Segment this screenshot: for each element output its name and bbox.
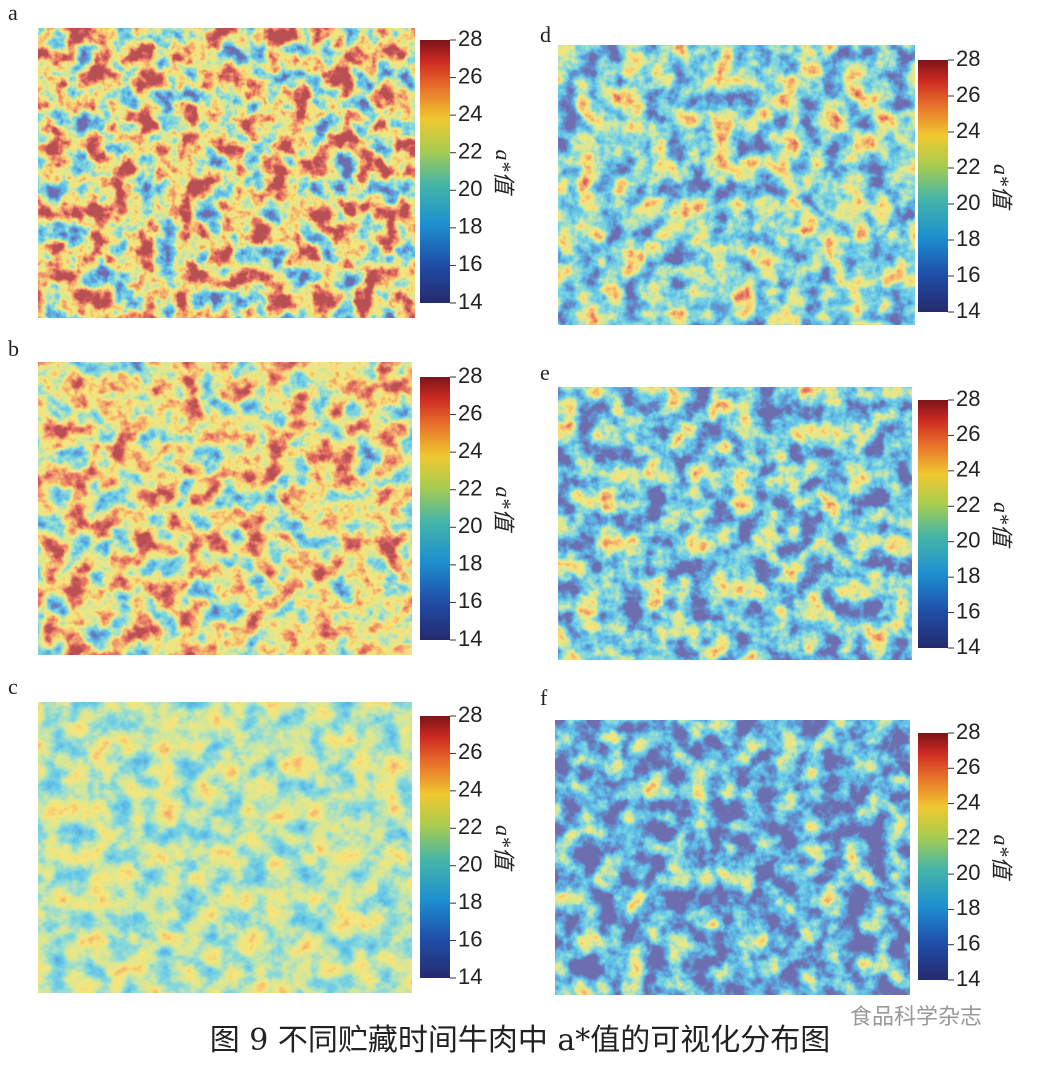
colorbar-tick-label: 24 — [458, 777, 482, 802]
panel-label: d — [540, 22, 551, 47]
colorbar-tick-label: 28 — [956, 386, 980, 411]
colorbar-tick-label: 20 — [956, 860, 980, 885]
colorbar-tick-label: 16 — [458, 251, 482, 276]
colorbar-tick-label: 18 — [956, 895, 980, 920]
colorbar — [420, 716, 450, 978]
colorbar — [420, 40, 450, 303]
colorbar-tick-label: 26 — [458, 739, 482, 764]
colorbar-tick-label: 20 — [458, 176, 482, 201]
panel-label: f — [540, 685, 548, 710]
colorbar-tick-label: 20 — [956, 528, 980, 553]
panel-label: b — [8, 336, 19, 361]
colorbar-tick-label: 14 — [956, 298, 980, 323]
colorbar-tick-label: 24 — [956, 457, 980, 482]
colorbar-tick-label: 26 — [956, 82, 980, 107]
heatmap-image — [558, 387, 912, 660]
colorbar-label: a*值 — [989, 502, 1014, 549]
caption: 图 9 不同贮藏时间牛肉中 a*值的可视化分布图 — [210, 1023, 831, 1058]
heatmap-image — [555, 720, 910, 995]
colorbar-tick-label: 24 — [458, 438, 482, 463]
colorbar-tick-label: 28 — [458, 363, 482, 388]
colorbar-tick-label: 16 — [458, 588, 482, 613]
colorbar-tick-label: 18 — [956, 563, 980, 588]
panel-label: e — [540, 360, 550, 385]
colorbar-label: a*值 — [491, 486, 516, 533]
colorbar-tick-label: 28 — [458, 702, 482, 727]
colorbar — [420, 377, 450, 640]
colorbar-tick-label: 22 — [458, 814, 482, 839]
colorbar-label: a*值 — [491, 149, 516, 196]
colorbar-tick-label: 16 — [956, 598, 980, 623]
colorbar-tick-label: 14 — [458, 964, 482, 989]
colorbar-tick-label: 16 — [956, 931, 980, 956]
colorbar — [918, 400, 948, 648]
colorbar-tick-label: 26 — [956, 754, 980, 779]
colorbar-tick-label: 22 — [956, 492, 980, 517]
colorbar-tick-label: 18 — [956, 226, 980, 251]
colorbar-tick-label: 26 — [458, 63, 482, 88]
colorbar-tick-label: 24 — [458, 101, 482, 126]
heatmap-image — [38, 362, 412, 655]
heatmap-image — [38, 28, 415, 318]
colorbar — [918, 60, 948, 312]
colorbar-tick-label: 26 — [956, 421, 980, 446]
heatmap-image — [38, 702, 412, 993]
colorbar-tick-label: 28 — [458, 26, 482, 51]
colorbar-tick-label: 22 — [458, 139, 482, 164]
colorbar-tick-label: 16 — [956, 262, 980, 287]
colorbar-tick-label: 24 — [956, 118, 980, 143]
panel-label: c — [8, 674, 18, 699]
colorbar-tick-label: 20 — [458, 852, 482, 877]
watermark: 食品科学杂志 — [850, 1005, 982, 1030]
colorbar-tick-label: 28 — [956, 46, 980, 71]
colorbar-tick-label: 14 — [956, 634, 980, 659]
colorbar-tick-label: 18 — [458, 214, 482, 239]
colorbar-tick-label: 14 — [956, 966, 980, 991]
panel-label: a — [8, 0, 18, 25]
colorbar-tick-label: 20 — [458, 513, 482, 538]
colorbar-label: a*值 — [989, 164, 1014, 211]
colorbar-tick-label: 28 — [956, 719, 980, 744]
colorbar-tick-label: 16 — [458, 926, 482, 951]
colorbar-tick-label: 20 — [956, 190, 980, 215]
colorbar-tick-label: 22 — [458, 476, 482, 501]
colorbar-tick-label: 14 — [458, 626, 482, 651]
colorbar-tick-label: 22 — [956, 825, 980, 850]
colorbar-label: a*值 — [989, 834, 1014, 881]
colorbar-tick-label: 18 — [458, 889, 482, 914]
colorbar-label: a*值 — [491, 825, 516, 872]
colorbar-tick-label: 14 — [458, 289, 482, 314]
colorbar-tick-label: 18 — [458, 551, 482, 576]
heatmap-image — [558, 45, 915, 325]
colorbar-tick-label: 22 — [956, 154, 980, 179]
colorbar-tick-label: 26 — [458, 400, 482, 425]
colorbar-tick-label: 24 — [956, 789, 980, 814]
colorbar — [918, 733, 948, 980]
